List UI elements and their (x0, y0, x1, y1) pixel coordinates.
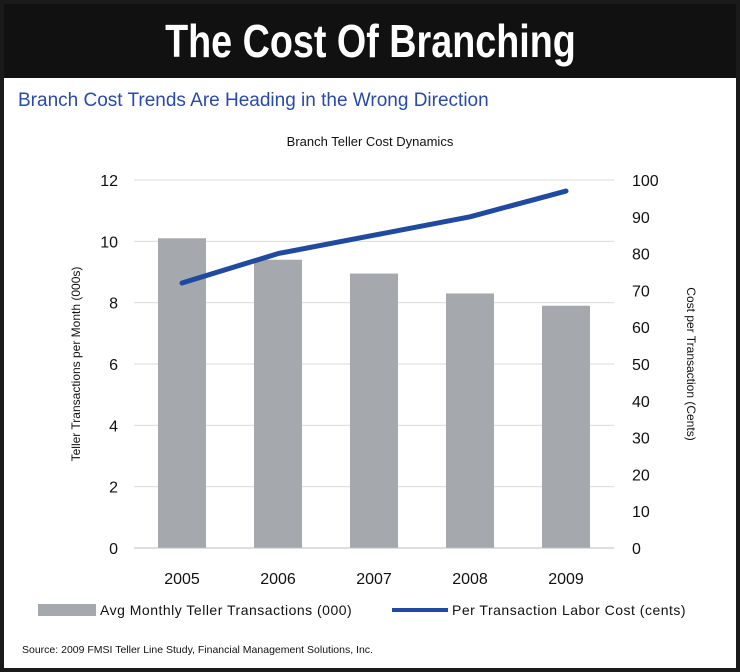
x-tick-label: 2005 (164, 571, 200, 588)
y2-tick-label: 40 (632, 394, 650, 411)
title-banner: The Cost Of Branching (4, 4, 736, 78)
legend-bar-label: Avg Monthly Teller Transactions (000) (100, 602, 353, 618)
y-tick-label: 6 (109, 357, 118, 374)
bar (254, 259, 302, 548)
subtitle: Branch Cost Trends Are Heading in the Wr… (18, 90, 489, 111)
y-tick-label: 10 (100, 234, 118, 251)
legend-line-swatch (392, 608, 448, 612)
bar (158, 238, 206, 548)
y2-tick-label: 50 (632, 357, 650, 374)
y2-tick-label: 30 (632, 431, 650, 448)
chart-plot: 0 2 4 6 8 10 12 0 10 20 30 40 50 60 70 80 90 100 2005 2006 2… (69, 173, 698, 588)
legend-line-label: Per Transaction Labor Cost (cents) (452, 602, 687, 618)
y-tick-label: 4 (109, 418, 118, 435)
legend-item-line: Per Transaction Labor Cost (cents) (392, 602, 686, 618)
x-tick-label: 2006 (260, 571, 296, 588)
y2-tick-label: 20 (632, 467, 650, 484)
y2-tick-label: 60 (632, 320, 650, 337)
y-tick-label: 12 (100, 173, 118, 190)
bar (350, 273, 398, 548)
y-tick-label: 8 (109, 296, 118, 313)
page-title: The Cost Of Branching (164, 15, 576, 67)
bar (446, 293, 494, 548)
x-tick-label: 2009 (548, 571, 584, 588)
source-note: Source: 2009 FMSI Teller Line Study, Fin… (22, 644, 373, 656)
y-axis-label: Teller Transactions per Month (000s) (69, 267, 83, 462)
x-tick-label: 2007 (356, 571, 392, 588)
chart-title: Branch Teller Cost Dynamics (286, 134, 454, 149)
cost-line (179, 188, 569, 286)
y2-tick-label: 100 (632, 173, 659, 190)
y2-tick-label: 10 (632, 504, 650, 521)
bar (542, 305, 590, 548)
y2-tick-label: 90 (632, 210, 650, 227)
x-tick-label: 2008 (452, 571, 488, 588)
legend-bar-swatch (38, 604, 96, 616)
y2-tick-label: 70 (632, 283, 650, 300)
y2-tick-label: 0 (632, 541, 641, 558)
y2-tick-label: 80 (632, 247, 650, 264)
y2-axis-label: Cost per Transaction (Cents) (684, 287, 698, 440)
y-tick-label: 0 (109, 541, 118, 558)
legend-item-bars: Avg Monthly Teller Transactions (000) (38, 602, 352, 618)
y-tick-label: 2 (109, 480, 118, 497)
legend: Avg Monthly Teller Transactions (000) Pe… (4, 602, 736, 624)
